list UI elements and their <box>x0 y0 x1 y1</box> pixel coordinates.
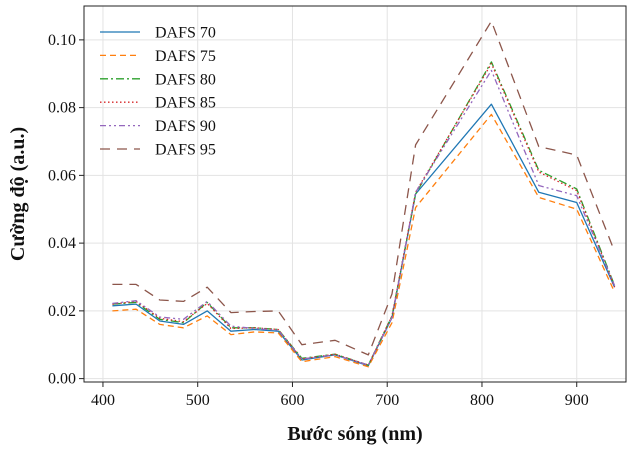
series-line-dafs-90 <box>112 69 616 366</box>
y-tick-label: 0.04 <box>48 235 76 252</box>
legend-label: DAFS 85 <box>155 95 216 112</box>
series-line-dafs-85 <box>112 62 616 366</box>
y-tick-label: 0.10 <box>48 32 76 49</box>
x-tick-label: 900 <box>565 392 589 409</box>
series-line-dafs-95 <box>112 20 616 356</box>
x-axis-title: Bước sóng (nm) <box>287 423 422 445</box>
legend-label: DAFS 70 <box>155 25 216 42</box>
y-tick-label: 0.00 <box>48 371 76 388</box>
legend-label: DAFS 80 <box>155 71 216 88</box>
x-tick-label: 500 <box>186 392 210 409</box>
y-tick-label: 0.06 <box>48 167 76 184</box>
x-tick-label: 400 <box>91 392 115 409</box>
x-tick-label: 800 <box>470 392 494 409</box>
legend-label: DAFS 95 <box>155 142 216 159</box>
legend-label: DAFS 90 <box>155 118 216 135</box>
plot-frame <box>83 5 627 383</box>
legend-label: DAFS 75 <box>155 48 216 65</box>
x-tick-label: 600 <box>280 392 304 409</box>
series-line-dafs-75 <box>112 113 616 368</box>
grid <box>84 6 626 382</box>
y-tick-label: 0.02 <box>48 303 76 320</box>
x-ticks: 400 500 600 700 800 900 <box>91 382 589 409</box>
legend: DAFS 70 DAFS 75 DAFS 80 DAFS 85 DAFS 90 DAFS … <box>100 25 216 159</box>
series-line-dafs-70 <box>112 103 616 367</box>
y-axis-title: Cường độ (a.u.) <box>7 127 29 261</box>
x-tick-label: 700 <box>375 392 399 409</box>
y-tick-label: 0.08 <box>48 100 76 117</box>
series-group <box>112 20 616 368</box>
y-ticks: 0.00 0.02 0.04 0.06 0.08 0.10 <box>48 32 84 388</box>
